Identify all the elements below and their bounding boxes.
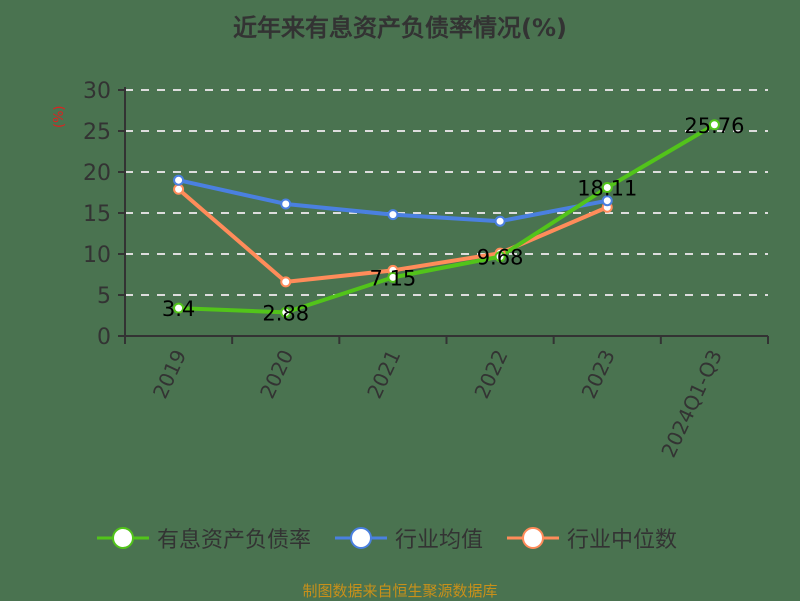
data-source-note: 制图数据来自恒生聚源数据库: [302, 582, 498, 600]
legend-label: 有息资产负债率: [157, 528, 312, 553]
data-point[interactable]: [280, 198, 292, 210]
x-tick-label: 2024Q1-Q3: [656, 346, 727, 461]
x-tick-label: 2019: [148, 346, 191, 402]
data-label: 18.11: [577, 176, 637, 200]
data-label: 3.4: [162, 297, 195, 321]
y-tick-label: 0: [97, 325, 111, 350]
chart-title: 近年来有息资产负债率情况(%): [233, 14, 567, 42]
y-tick-label: 5: [97, 284, 111, 309]
series-line: [178, 123, 716, 315]
data-point[interactable]: [173, 174, 185, 186]
legend-label: 行业中位数: [567, 528, 678, 553]
data-point[interactable]: [708, 119, 720, 131]
data-point[interactable]: [387, 271, 399, 283]
x-tick-label: 2022: [469, 346, 512, 402]
legend: 有息资产负债率 行业均值 行业中位数: [95, 522, 677, 554]
data-point[interactable]: [280, 306, 292, 318]
legend-label: 行业均值: [395, 528, 484, 553]
data-point[interactable]: [387, 209, 399, 221]
legend-marker-blue-icon: [335, 527, 388, 549]
data-label: 9.68: [477, 246, 524, 270]
data-label: 25.76: [684, 114, 744, 138]
data-point[interactable]: [494, 251, 506, 263]
x-tick-label: 2023: [577, 346, 620, 402]
data-point[interactable]: [173, 183, 185, 195]
legend-item-industry-median[interactable]: 行业中位数: [505, 522, 677, 554]
legend-item-industry-mean[interactable]: 行业均值: [333, 522, 483, 554]
y-tick-label: 25: [83, 120, 111, 145]
y-tick-label: 15: [83, 202, 111, 227]
x-tick-label: 2021: [362, 346, 405, 402]
data-label: 7.15: [370, 266, 417, 290]
data-point[interactable]: [280, 276, 292, 288]
data-label: 2.88: [262, 301, 309, 325]
y-tick-label: 30: [83, 79, 111, 104]
legend-marker-orange-icon: [507, 527, 560, 549]
y-tick-label: 20: [83, 161, 111, 186]
data-point[interactable]: [601, 195, 613, 207]
y-tick-label: 10: [83, 243, 111, 268]
data-point[interactable]: [173, 302, 185, 314]
data-point[interactable]: [601, 181, 613, 193]
legend-marker-green-icon: [97, 527, 149, 549]
legend-item-interest-debt-ratio[interactable]: 有息资产负债率: [95, 522, 311, 554]
x-tick-label: 2020: [255, 346, 298, 402]
data-point[interactable]: [494, 215, 506, 227]
